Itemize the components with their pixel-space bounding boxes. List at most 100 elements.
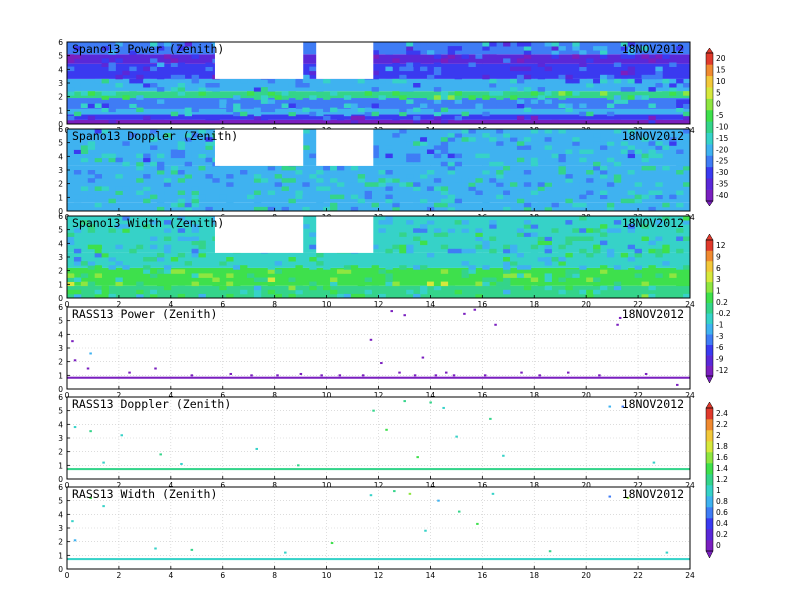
heatmap-cell: [170, 149, 179, 154]
heatmap-cell: [454, 58, 462, 63]
heatmap-cell: [253, 190, 262, 195]
heatmap-cell: [634, 265, 642, 270]
y-tick-label: 3: [58, 166, 63, 175]
heatmap-cell: [586, 228, 594, 233]
heatmap-cell: [586, 190, 594, 195]
data-point: [71, 520, 74, 523]
heatmap-cell: [440, 95, 449, 100]
data-point: [86, 367, 90, 370]
heatmap-cell: [669, 91, 677, 96]
data-point: [476, 522, 479, 525]
heatmap-cell: [461, 228, 469, 233]
heatmap-cell: [67, 232, 75, 237]
heatmap-cell: [593, 220, 601, 225]
heatmap-cell: [177, 91, 186, 96]
heatmap-cell: [378, 244, 386, 250]
heatmap-cell: [420, 285, 428, 291]
data-point: [393, 490, 396, 493]
heatmap-cell: [600, 285, 608, 291]
data-point: [413, 374, 417, 377]
colorbar-label: -20: [716, 145, 728, 154]
heatmap-cell: [177, 182, 186, 187]
heatmap-cell: [413, 269, 421, 274]
heatmap-cell: [177, 149, 186, 154]
heatmap-cell: [302, 83, 310, 88]
heatmap-cell: [260, 261, 269, 266]
heatmap-cell: [136, 273, 144, 278]
heatmap-cell: [184, 99, 192, 104]
heatmap-cell: [413, 182, 421, 187]
colorbar-segment: [706, 302, 713, 314]
heatmap-cell: [669, 145, 677, 150]
heatmap-cell: [447, 194, 456, 200]
heatmap-cell: [122, 70, 130, 76]
heatmap-cell: [392, 206, 400, 212]
heatmap-cell: [413, 216, 421, 221]
heatmap-cell: [516, 174, 525, 179]
heatmap-cell: [496, 91, 504, 96]
heatmap-cell: [676, 149, 684, 154]
heatmap-cell: [122, 228, 130, 233]
heatmap-cell: [593, 133, 601, 138]
heatmap-cell: [606, 137, 615, 142]
heatmap-cell: [544, 42, 552, 47]
heatmap-cell: [357, 107, 366, 113]
heatmap-cell: [600, 50, 608, 55]
heatmap-cell: [586, 293, 594, 299]
heatmap-cell: [627, 133, 636, 138]
colorbar-label: -40: [716, 191, 728, 200]
data-point: [73, 359, 77, 362]
heatmap-cell: [295, 194, 303, 200]
heatmap-cell: [676, 91, 684, 96]
heatmap-cell: [669, 87, 677, 92]
x-tick-label: 10: [322, 571, 332, 580]
heatmap-cell: [205, 115, 213, 121]
heatmap-cell: [572, 269, 580, 274]
heatmap-cell: [378, 95, 386, 100]
colorbar-segment: [706, 355, 713, 366]
heatmap-cell: [94, 220, 103, 225]
heatmap-cell: [115, 74, 123, 80]
data-point: [502, 454, 505, 457]
heatmap-cell: [683, 216, 691, 221]
heatmap-cell: [433, 153, 442, 159]
x-tick-label: 8: [272, 481, 277, 490]
colorbar-label: -9: [716, 355, 724, 364]
heatmap-cell: [669, 141, 677, 146]
heatmap-cell: [170, 194, 179, 200]
heatmap-cell: [357, 115, 366, 121]
heatmap-cell: [676, 236, 684, 241]
heatmap-cell: [600, 137, 608, 142]
heatmap-cell: [593, 248, 601, 254]
heatmap-cell: [101, 285, 109, 291]
heatmap-cell: [558, 269, 566, 274]
heatmap-cell: [163, 281, 172, 287]
x-tick-label: 16: [478, 391, 488, 400]
y-tick-label: 3: [58, 524, 63, 533]
heatmap-cell: [191, 78, 199, 84]
heatmap-cell: [406, 248, 414, 254]
data-point: [398, 371, 401, 374]
data-point: [361, 374, 365, 377]
heatmap-cell: [496, 194, 504, 200]
data-gap: [316, 42, 374, 79]
heatmap-cell: [87, 194, 96, 200]
heatmap-cell: [343, 95, 352, 100]
heatmap-cell: [323, 285, 331, 291]
heatmap-cell: [281, 186, 289, 191]
heatmap-cell: [274, 269, 282, 274]
heatmap-cell: [191, 107, 199, 113]
heatmap-cell: [489, 78, 497, 84]
heatmap-cell: [385, 216, 393, 221]
heatmap-cell: [655, 194, 663, 200]
heatmap-cell: [156, 46, 165, 51]
heatmap-cell: [253, 95, 262, 100]
heatmap-cell: [413, 119, 421, 125]
heatmap-cell: [613, 119, 622, 125]
heatmap-cell: [108, 265, 116, 270]
heatmap-cell: [406, 42, 414, 47]
heatmap-cell: [461, 252, 469, 258]
heatmap-cell: [613, 293, 622, 299]
heatmap-cell: [156, 281, 165, 287]
heatmap-cell: [371, 74, 379, 80]
